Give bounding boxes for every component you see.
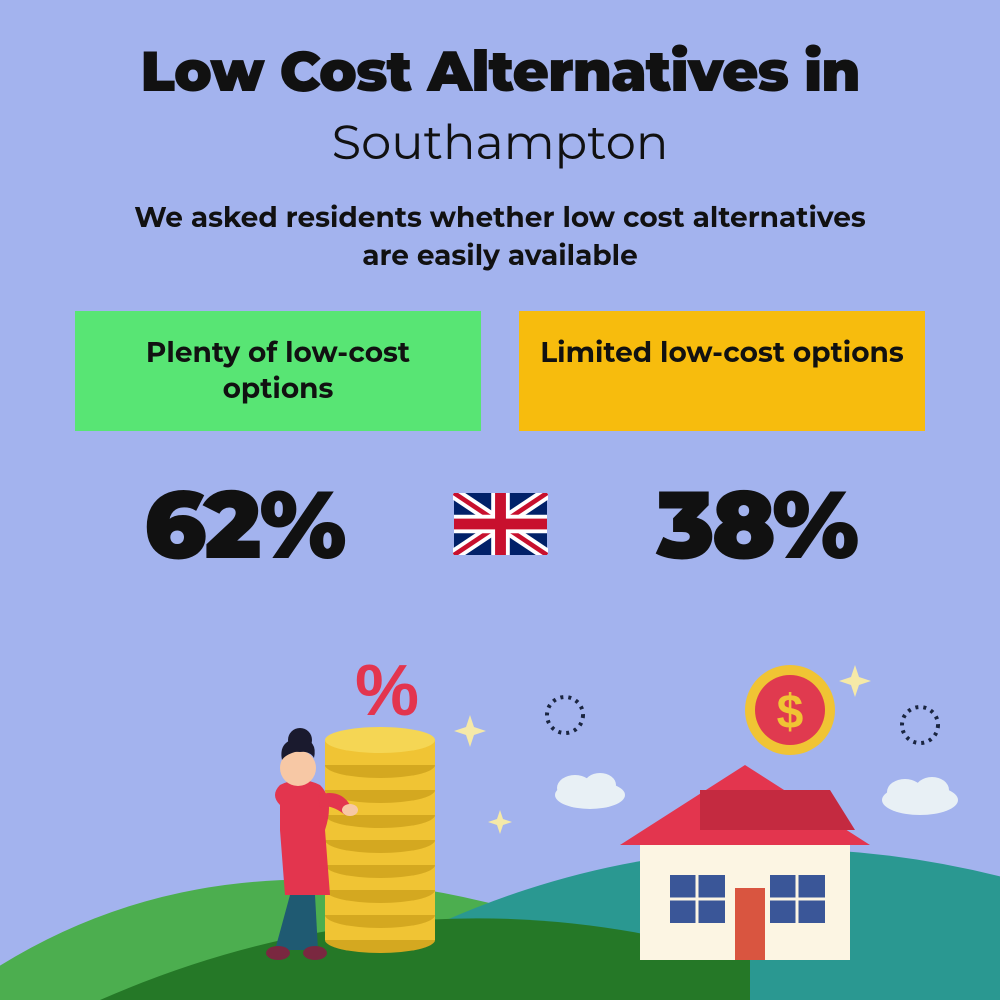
cloud-right bbox=[882, 777, 958, 815]
illustration-scene: $ bbox=[0, 630, 1000, 1000]
percent-icon: % bbox=[355, 651, 419, 731]
cloud-left bbox=[555, 773, 625, 809]
percentages-row: 62% 38% bbox=[0, 466, 1000, 582]
dollar-coin-icon: $ bbox=[745, 665, 835, 755]
svg-text:$: $ bbox=[777, 686, 804, 739]
subtitle-text: We asked residents whether low cost alte… bbox=[0, 200, 1000, 276]
option-left-box: Plenty of low-cost options bbox=[75, 311, 481, 432]
options-row: Plenty of low-cost options Limited low-c… bbox=[0, 311, 1000, 432]
uk-flag-icon bbox=[453, 493, 548, 555]
coin-stack-icon bbox=[325, 727, 435, 953]
title-sub: Southampton bbox=[0, 114, 1000, 172]
percentage-left: 62% bbox=[75, 466, 413, 582]
infographic-container: Low Cost Alternatives in Southampton We … bbox=[0, 0, 1000, 1000]
dotted-circle-left bbox=[547, 697, 583, 733]
dotted-circle-right bbox=[902, 707, 938, 743]
svg-text:%: % bbox=[355, 651, 419, 731]
option-right-box: Limited low-cost options bbox=[519, 311, 925, 432]
house-icon bbox=[620, 765, 870, 960]
title-main: Low Cost Alternatives in bbox=[0, 0, 1000, 106]
percentage-right: 38% bbox=[588, 466, 926, 582]
